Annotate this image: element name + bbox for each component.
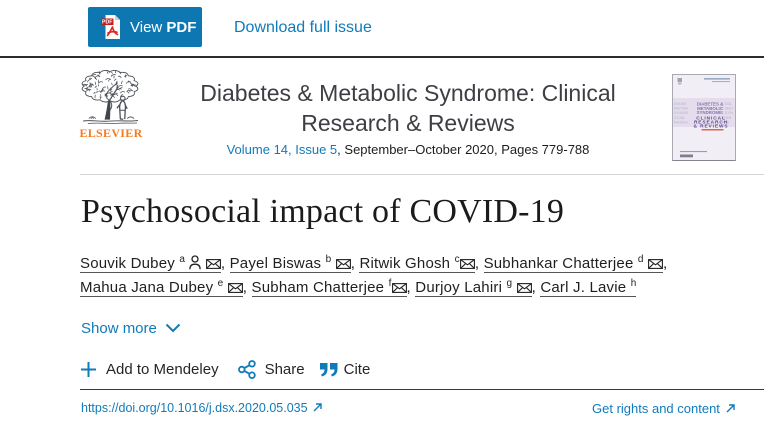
svg-text:CLINICAL: CLINICAL bbox=[696, 115, 726, 121]
svg-text:C MET: C MET bbox=[721, 106, 734, 111]
svg-text:& REVIEWS: & REVIEWS bbox=[693, 124, 728, 130]
svg-text:CLINI: CLINI bbox=[674, 115, 684, 120]
svg-text:DIABETES &: DIABETES & bbox=[697, 102, 724, 107]
svg-text:SYNDROME:: SYNDROME: bbox=[697, 110, 724, 115]
svg-text:S DIA: S DIA bbox=[721, 101, 732, 106]
svg-text:METABOLIC: METABOLIC bbox=[697, 106, 724, 111]
svg-text:VIE: VIE bbox=[723, 120, 730, 125]
svg-text:DIABE: DIABE bbox=[674, 101, 687, 106]
svg-text:SYNDR: SYNDR bbox=[674, 110, 688, 115]
svg-text:METAB: METAB bbox=[674, 106, 688, 111]
svg-text:PDF: PDF bbox=[102, 20, 112, 26]
svg-text:E SYN: E SYN bbox=[721, 110, 733, 115]
svg-text:EAR: EAR bbox=[723, 115, 732, 120]
svg-text:RESEA: RESEA bbox=[674, 120, 688, 125]
svg-text:RESEARCH: RESEARCH bbox=[694, 120, 728, 126]
